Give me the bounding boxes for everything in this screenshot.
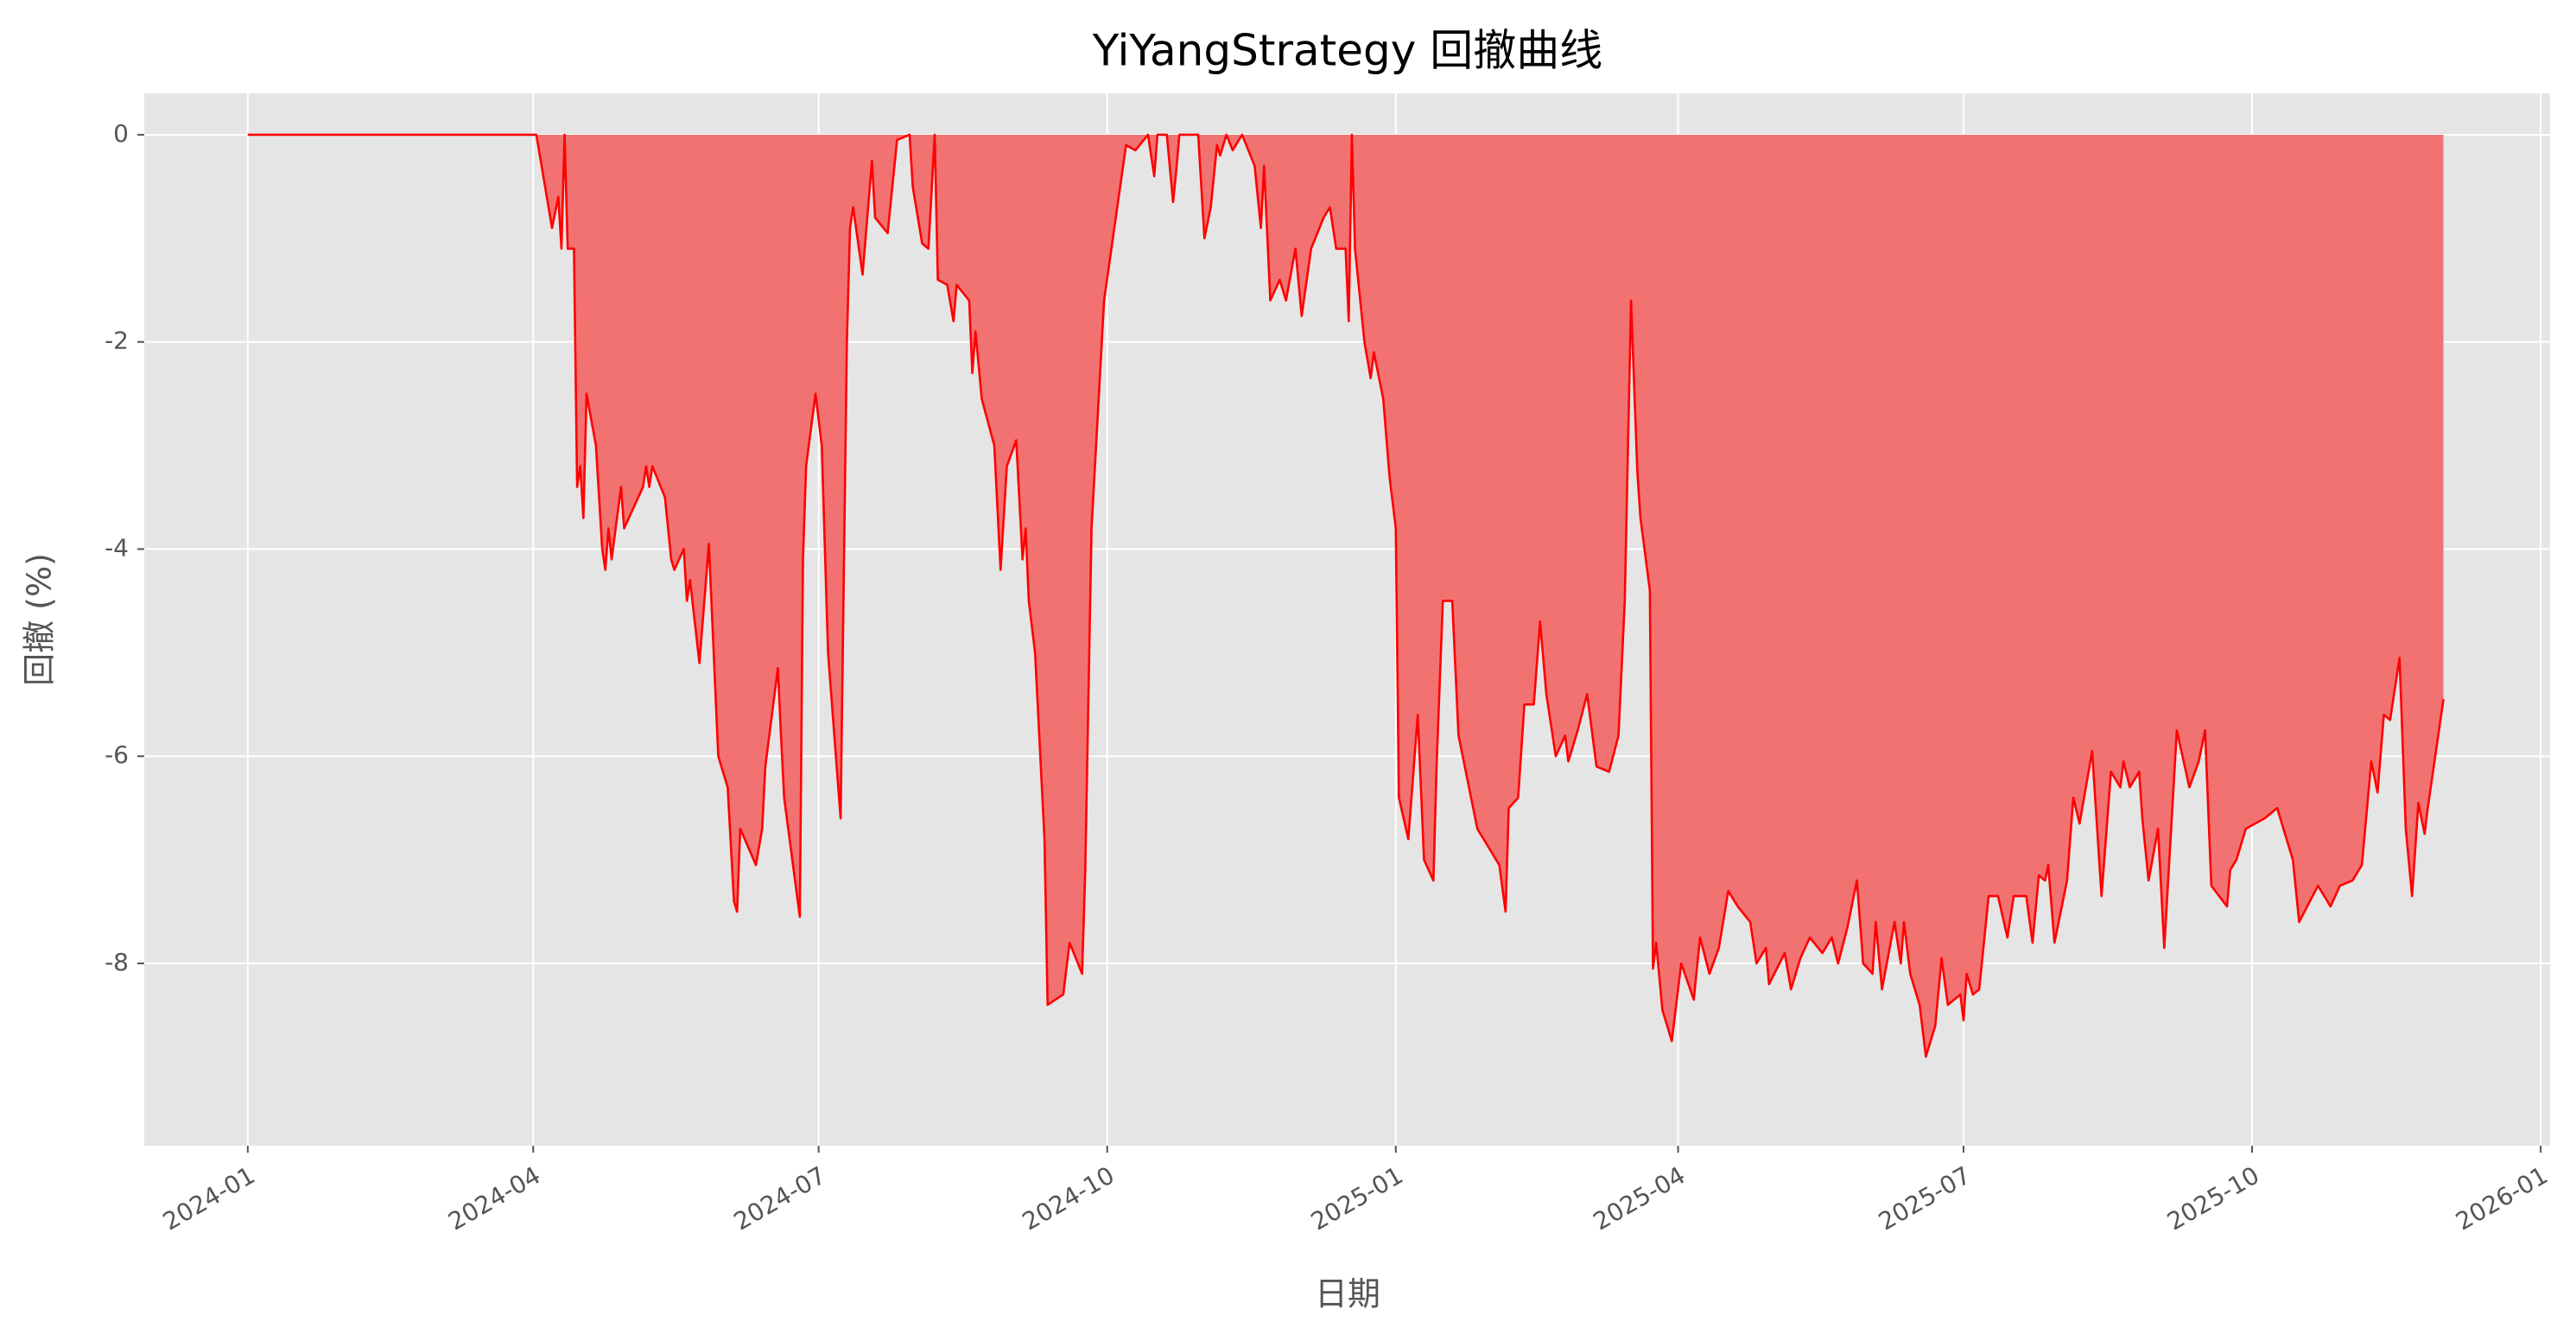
- x-tick-label: 2024-04: [443, 1160, 545, 1236]
- y-tick-label: -8: [105, 948, 129, 976]
- drawdown-area: [247, 134, 2444, 1057]
- y-tick-label: -6: [105, 740, 129, 769]
- x-tick-label: 2025-01: [1306, 1160, 1408, 1236]
- y-axis-label: 回撤 (%): [21, 553, 59, 686]
- x-tick-label: 2025-10: [2162, 1160, 2264, 1236]
- y-tick-label: -4: [105, 533, 129, 562]
- x-tick-label: 2026-01: [2451, 1160, 2553, 1236]
- x-axis-label: 日期: [1315, 1275, 1380, 1313]
- x-tick-label: 2024-01: [158, 1160, 260, 1236]
- x-tick-label: 2025-04: [1589, 1160, 1691, 1236]
- drawdown-line: [247, 133, 2445, 1058]
- x-tick-label: 2024-07: [729, 1160, 831, 1236]
- y-tick-label: -2: [105, 327, 129, 355]
- x-tick-label: 2024-10: [1018, 1160, 1120, 1236]
- chart-title: YiYangStrategy 回撤曲线: [1092, 26, 1603, 76]
- y-tick-label: 0: [113, 119, 129, 148]
- x-tick-label: 2025-07: [1874, 1160, 1976, 1236]
